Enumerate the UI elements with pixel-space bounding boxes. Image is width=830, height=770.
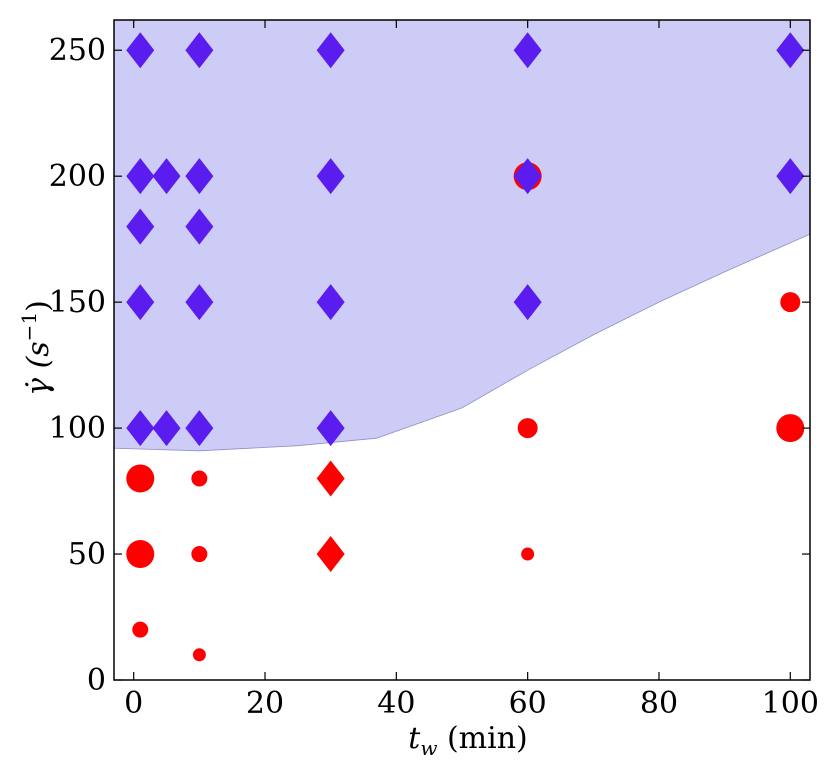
data-point [316, 410, 345, 447]
x-tick-label: 60 [509, 686, 547, 721]
x-tick-label: 40 [377, 686, 415, 721]
data-point [776, 32, 805, 69]
data-point [513, 32, 542, 69]
data-point [185, 284, 214, 321]
y-tick-label: 100 [49, 411, 106, 446]
y-tick-label: 50 [68, 537, 106, 572]
data-point [185, 158, 214, 195]
data-point [152, 410, 181, 447]
y-axis-label: γ̇ (s−1) [17, 300, 56, 396]
data-point [185, 410, 214, 447]
data-point [191, 470, 208, 487]
data-point [126, 32, 155, 69]
data-point [513, 158, 542, 195]
data-point [185, 32, 214, 69]
data-point [316, 284, 345, 321]
data-point [126, 540, 155, 569]
y-tick-label: 150 [49, 285, 106, 320]
data-point [126, 410, 155, 447]
data-point [776, 414, 805, 443]
data-point [152, 158, 181, 195]
data-point [776, 158, 805, 195]
data-point [126, 208, 155, 245]
y-tick-label: 0 [87, 663, 106, 698]
data-point [521, 547, 535, 561]
data-point [517, 418, 538, 439]
data-point [780, 292, 801, 313]
plot-frame [113, 19, 811, 681]
x-tick-label: 100 [762, 686, 819, 721]
x-axis-label: tw (min) [408, 721, 528, 760]
data-point [316, 32, 345, 69]
x-tick-label: 0 [124, 686, 143, 721]
data-point [191, 546, 208, 563]
data-point [126, 464, 155, 493]
data-point [126, 284, 155, 321]
x-tick-label: 20 [246, 686, 284, 721]
data-marks [126, 32, 805, 662]
data-point [126, 158, 155, 195]
axis-ticks: 0 20 40 60 80 100 0 50 100 150 200 250 [49, 20, 819, 721]
data-point [316, 536, 345, 573]
data-point [192, 648, 206, 662]
y-tick-label: 200 [49, 159, 106, 194]
data-point [132, 621, 149, 638]
shaded-region [113, 19, 811, 452]
y-tick-label: 250 [49, 33, 106, 68]
data-point [185, 208, 214, 245]
data-point [513, 284, 542, 321]
data-point [316, 460, 345, 497]
x-tick-label: 80 [640, 686, 678, 721]
data-point [316, 158, 345, 195]
